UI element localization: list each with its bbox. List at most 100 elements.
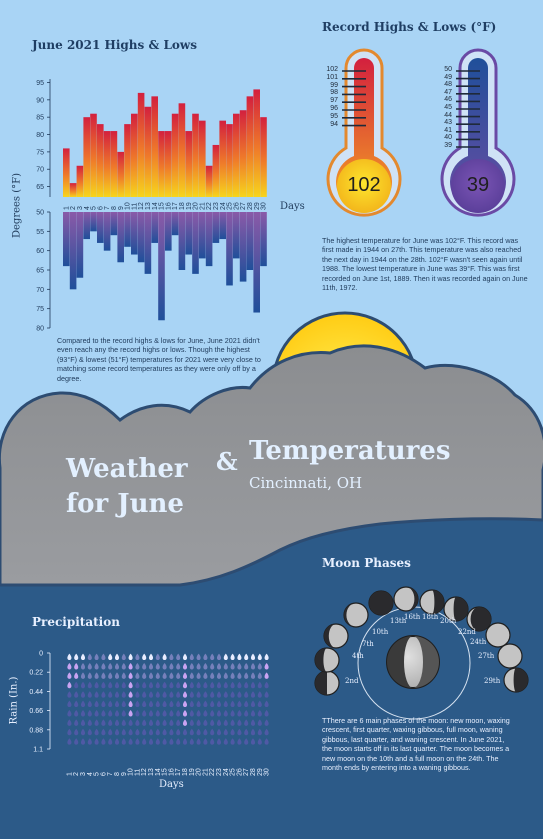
high-bar xyxy=(178,103,186,197)
rain-drop xyxy=(210,681,215,689)
rain-drop xyxy=(148,691,154,698)
rain-drop xyxy=(176,700,181,708)
precip-day-label: 18 xyxy=(182,768,189,776)
rain-drop xyxy=(67,672,72,679)
rain-drop xyxy=(176,672,181,679)
high-bar xyxy=(212,144,220,197)
high-bar xyxy=(103,131,111,197)
high-tick-label: 90 xyxy=(36,97,44,104)
rain-drop xyxy=(94,738,99,745)
high-bar xyxy=(253,89,260,197)
rain-drop xyxy=(108,672,113,679)
rain-drop xyxy=(182,700,188,708)
rain-drop xyxy=(216,738,222,745)
rain-drop xyxy=(94,710,99,717)
day-label: 9 xyxy=(118,206,125,210)
low-bar xyxy=(151,212,158,243)
rain-drop xyxy=(155,653,160,661)
rain-drop xyxy=(135,710,140,717)
rain-drop xyxy=(148,700,154,708)
high-scale-label: 97 xyxy=(330,97,338,105)
high-bar xyxy=(151,96,158,197)
rain-drop xyxy=(142,691,147,698)
rain-drop xyxy=(244,700,249,708)
precip-day-label: 30 xyxy=(264,768,271,776)
high-bar xyxy=(158,131,165,197)
rain-drop xyxy=(87,719,92,726)
rain-drop xyxy=(203,728,208,736)
low-scale-label: 49 xyxy=(444,73,452,81)
precip-day-label: 4 xyxy=(87,772,94,776)
rain-drop xyxy=(135,663,140,670)
rain-drop xyxy=(189,672,194,679)
rain-drop xyxy=(169,719,174,726)
rain-drop xyxy=(216,719,222,726)
rain-drop xyxy=(196,719,201,726)
day-label: 22 xyxy=(206,202,213,210)
rain-drop xyxy=(216,728,222,736)
rain-drop xyxy=(244,710,249,717)
rain-drop xyxy=(128,653,133,661)
moon-shadow xyxy=(369,591,393,615)
rain-drop xyxy=(196,672,201,679)
rain-drop xyxy=(162,700,167,708)
precip-day-label: 6 xyxy=(100,772,107,776)
rain-drop xyxy=(237,663,242,670)
precip-day-label: 11 xyxy=(134,769,141,776)
day-label: 8 xyxy=(111,206,118,210)
day-label: 6 xyxy=(97,206,104,210)
precip-day-label: 20 xyxy=(196,768,203,776)
rain-drop xyxy=(203,700,208,708)
rain-drop xyxy=(94,672,99,679)
high-bar xyxy=(131,113,138,197)
high-scale-label: 95 xyxy=(330,112,338,120)
rain-drop xyxy=(216,653,222,661)
day-label: 10 xyxy=(125,202,132,210)
precip-day-label: 1 xyxy=(66,772,73,776)
rain-drop xyxy=(210,653,215,661)
moon-phase-icon xyxy=(497,643,523,669)
rain-drop xyxy=(80,681,86,689)
high-bar xyxy=(76,165,84,197)
low-bar xyxy=(137,212,145,263)
precip-tick-label: 0.44 xyxy=(29,689,43,696)
rain-drop xyxy=(264,663,269,670)
rain-drop xyxy=(101,719,106,726)
rain-drop xyxy=(189,663,194,670)
rain-drop xyxy=(237,681,242,689)
rain-drop xyxy=(67,710,72,717)
rain-drop xyxy=(142,710,147,717)
day-label: 12 xyxy=(138,202,145,210)
rain-drop xyxy=(87,691,92,698)
rain-drop xyxy=(142,719,147,726)
rain-drop xyxy=(108,681,113,689)
precip-title: Precipitation xyxy=(32,615,120,629)
day-label: 18 xyxy=(179,202,186,210)
rain-drop xyxy=(189,710,194,717)
rain-drop xyxy=(74,700,79,708)
rain-drop xyxy=(230,738,235,745)
rain-drop xyxy=(257,738,262,745)
rain-drop xyxy=(230,672,235,679)
rain-drop xyxy=(121,700,126,708)
rain-drop xyxy=(121,653,126,661)
rain-drop xyxy=(114,653,120,661)
precip-day-label: 14 xyxy=(155,768,162,776)
day-label: 16 xyxy=(165,202,172,210)
low-bar xyxy=(178,212,186,270)
rain-drop xyxy=(114,738,120,745)
low-scale-label: 44 xyxy=(444,111,452,119)
rain-drop xyxy=(148,738,154,745)
cloud xyxy=(0,344,543,587)
rain-drop xyxy=(114,710,120,717)
moon-day-label: 29th xyxy=(484,677,501,685)
rain-drop xyxy=(223,700,228,708)
low-scale-label: 39 xyxy=(444,142,452,149)
rain-drop xyxy=(264,653,269,661)
record-high-value: 102 xyxy=(347,174,381,196)
rain-drop xyxy=(135,738,140,745)
rain-drop xyxy=(264,691,269,698)
rain-drop xyxy=(264,672,269,679)
rain-drop xyxy=(210,738,215,745)
